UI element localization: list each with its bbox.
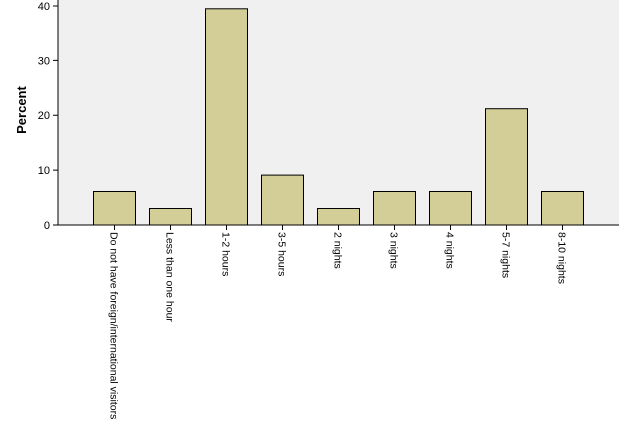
x-tick-label-3: 3-5 hours bbox=[276, 232, 288, 276]
x-tick-label-5: 3 nights bbox=[388, 232, 400, 269]
bar-7 bbox=[485, 108, 528, 226]
y-tick-label-2: 20 bbox=[38, 110, 50, 122]
bar-0 bbox=[93, 191, 136, 226]
y-tick-label-0: 0 bbox=[44, 220, 50, 232]
y-tick-label-3: 30 bbox=[38, 55, 50, 67]
y-axis: 0 10 20 30 40 bbox=[38, 0, 59, 232]
x-tick-label-7: 5-7 nights bbox=[500, 232, 512, 278]
y-tick-label-4: 40 bbox=[38, 1, 50, 13]
x-tick-label-2: 1-2 hours bbox=[220, 232, 232, 276]
bar-8 bbox=[541, 191, 584, 226]
x-tick-label-6: 4 nights bbox=[444, 232, 456, 269]
bars-group bbox=[93, 8, 584, 226]
y-tick-label-1: 10 bbox=[38, 165, 50, 177]
y-axis-title: Percent bbox=[14, 85, 29, 133]
x-axis: Do not have foreign/international visito… bbox=[58, 224, 619, 419]
x-tick-label-1: Less than one hour bbox=[164, 232, 176, 322]
bar-1 bbox=[149, 208, 192, 226]
x-tick-label-4: 2 nights bbox=[332, 232, 344, 269]
bar-6 bbox=[429, 191, 472, 226]
plot-area bbox=[58, 0, 619, 225]
bar-4 bbox=[317, 208, 360, 226]
bar-2 bbox=[205, 8, 248, 226]
bar-5 bbox=[373, 191, 416, 226]
x-tick-label-8: 8-10 nights bbox=[556, 232, 568, 284]
x-tick-label-0: Do not have foreign/international visito… bbox=[108, 232, 120, 419]
bar-3 bbox=[261, 174, 304, 226]
